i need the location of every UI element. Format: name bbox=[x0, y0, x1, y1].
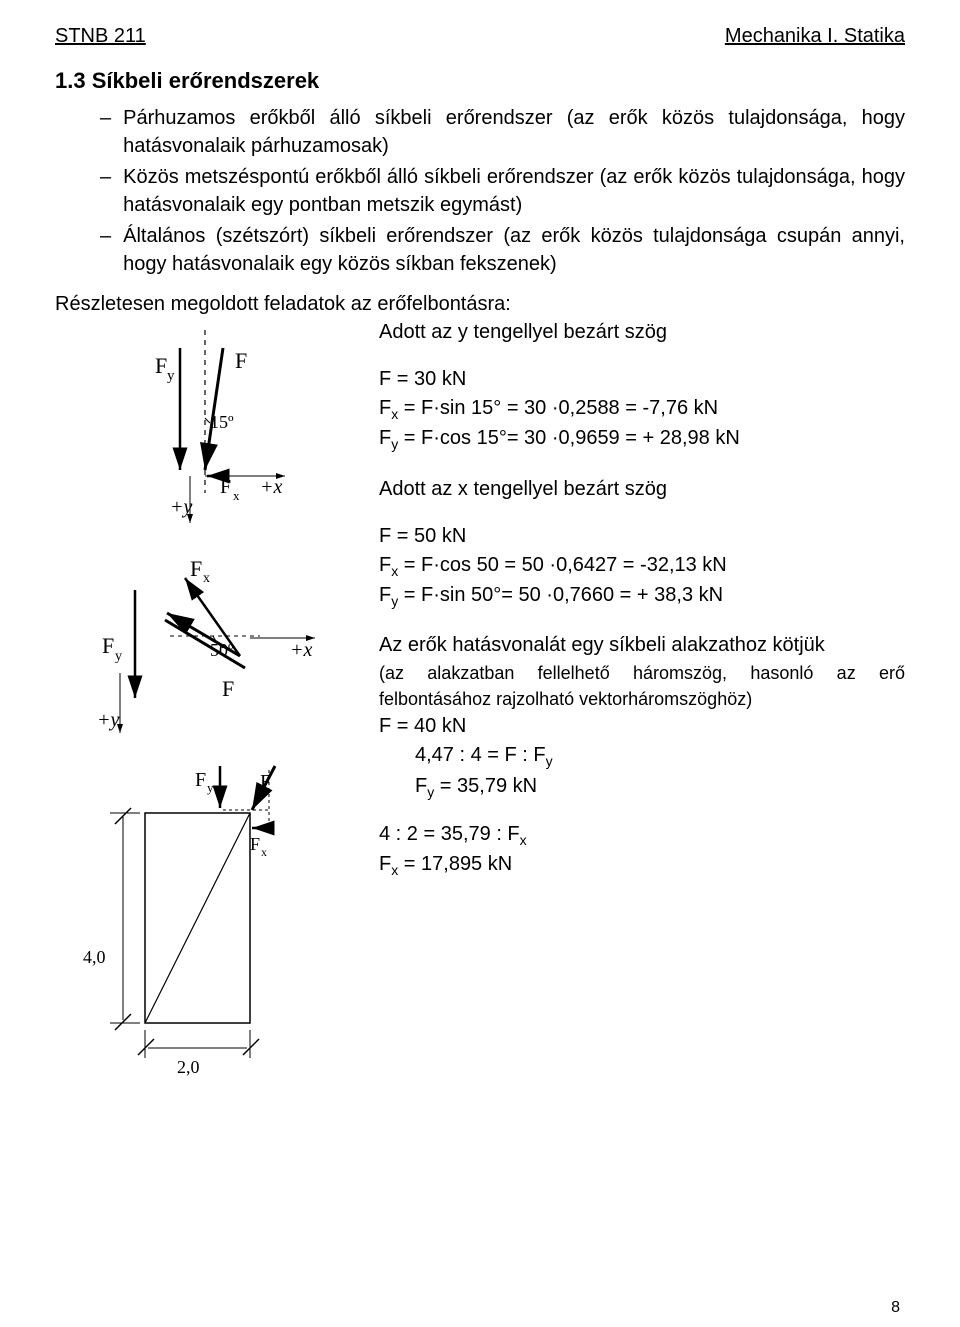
svg-text:F: F bbox=[190, 556, 202, 581]
example-3: Az erők hatásvonalát egy síkbeli alakzat… bbox=[379, 631, 905, 880]
example-1: F = 30 kN Fx = F·sin 15° = 30 ·0,2588 = … bbox=[379, 365, 905, 455]
svg-text:2,0: 2,0 bbox=[177, 1057, 200, 1077]
solution-column: Adott az y tengellyel bezárt szög F = 30… bbox=[379, 318, 905, 1088]
svg-text:F: F bbox=[260, 771, 271, 793]
svg-text:15º: 15º bbox=[210, 412, 234, 432]
figures-column: F y F 15º F x +x +y F bbox=[55, 318, 355, 1088]
svg-text:+x: +x bbox=[290, 639, 312, 661]
bullet-item: – Párhuzamos erőkből álló síkbeli erőren… bbox=[100, 104, 905, 160]
subtitle-2: Adott az x tengellyel bezárt szög bbox=[379, 475, 905, 504]
section-title: 1.3 Síkbeli erőrendszerek bbox=[55, 68, 905, 94]
page-number: 8 bbox=[891, 1299, 900, 1317]
svg-text:F: F bbox=[222, 676, 234, 701]
svg-text:+y: +y bbox=[97, 709, 119, 731]
bullet-item: – Általános (szétszórt) síkbeli erőrends… bbox=[100, 222, 905, 278]
svg-text:F: F bbox=[235, 348, 247, 373]
svg-text:y: y bbox=[167, 368, 175, 384]
svg-text:F: F bbox=[250, 834, 260, 854]
figure-1: F y F 15º F x +x +y bbox=[55, 318, 355, 548]
svg-text:F: F bbox=[155, 353, 167, 378]
svg-text:x: x bbox=[203, 571, 210, 586]
header-right: Mechanika I. Statika bbox=[725, 25, 905, 48]
example-2: F = 50 kN Fx = F·cos 50 = 50 ·0,6427 = -… bbox=[379, 522, 905, 612]
svg-text:x: x bbox=[233, 488, 240, 503]
svg-text:x: x bbox=[261, 845, 267, 859]
svg-text:F: F bbox=[102, 633, 114, 658]
bullet-list: – Párhuzamos erőkből álló síkbeli erőren… bbox=[100, 104, 905, 278]
svg-text:+x: +x bbox=[260, 476, 282, 498]
bullet-item: – Közös metszéspontú erőkből álló síkbel… bbox=[100, 163, 905, 219]
svg-text:+y: +y bbox=[170, 496, 192, 518]
svg-text:4,0: 4,0 bbox=[83, 947, 106, 967]
figure-3: 4,0 2,0 F y F F x bbox=[55, 758, 355, 1088]
header-left: STNB 211 bbox=[55, 25, 146, 48]
svg-text:F: F bbox=[220, 476, 231, 498]
svg-text:F: F bbox=[195, 769, 206, 791]
intro-line: Részletesen megoldott feladatok az erőfe… bbox=[55, 293, 905, 316]
figure-2: F F x F y 50º +x +y bbox=[55, 548, 355, 758]
svg-text:y: y bbox=[207, 780, 214, 795]
svg-text:y: y bbox=[115, 649, 122, 664]
subtitle-1: Adott az y tengellyel bezárt szög bbox=[379, 318, 905, 347]
svg-text:50º: 50º bbox=[210, 640, 234, 660]
